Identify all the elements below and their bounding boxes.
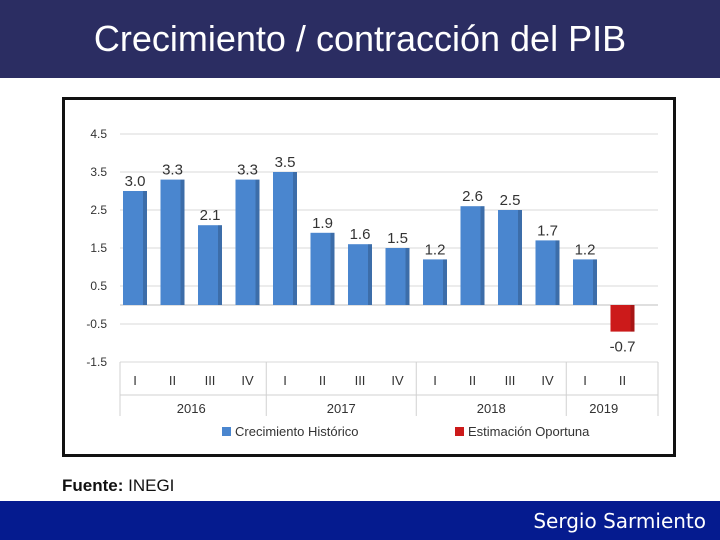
- bar: [348, 244, 372, 305]
- value-label: -0.7: [610, 339, 636, 356]
- bar: [573, 259, 597, 305]
- bar: [385, 248, 410, 305]
- year-label: 2016: [177, 401, 206, 416]
- bar-shade: [180, 179, 185, 305]
- value-label: 1.7: [537, 222, 558, 239]
- x-tick-label: II: [169, 373, 176, 388]
- source-label: Fuente:: [62, 476, 124, 495]
- bar: [160, 179, 185, 305]
- bar: [273, 172, 297, 305]
- bar: [123, 191, 147, 305]
- year-label: 2019: [589, 401, 618, 416]
- y-tick-label: -1.5: [86, 355, 107, 369]
- x-tick-label: II: [469, 373, 476, 388]
- value-label: 3.3: [237, 162, 258, 179]
- value-label: 1.2: [425, 241, 446, 258]
- legend-label: Crecimiento Histórico: [235, 424, 359, 439]
- bar: [535, 240, 560, 305]
- value-label: 1.2: [575, 241, 596, 258]
- value-label: 1.5: [387, 230, 408, 247]
- bar-shade: [293, 172, 297, 305]
- x-tick-label: I: [433, 373, 437, 388]
- bar: [235, 179, 260, 305]
- y-tick-label: -0.5: [86, 317, 107, 331]
- bar-shade: [443, 259, 447, 305]
- x-tick-label: IV: [541, 373, 554, 388]
- bar-shade: [480, 206, 485, 305]
- year-label: 2017: [327, 401, 356, 416]
- bar: [460, 206, 485, 305]
- footer-bar: Sergio Sarmiento: [0, 501, 720, 540]
- bar: [498, 210, 522, 305]
- year-label: 2018: [477, 401, 506, 416]
- value-label: 2.6: [462, 188, 483, 205]
- bar: [310, 232, 335, 305]
- x-tick-label: IV: [391, 373, 404, 388]
- legend-swatch: [222, 427, 231, 436]
- page-title: Crecimiento / contracción del PIB: [93, 18, 627, 59]
- bar-shade: [330, 232, 335, 305]
- value-label: 2.1: [200, 207, 221, 224]
- x-tick-label: I: [283, 373, 287, 388]
- value-label: 3.0: [125, 173, 146, 190]
- legend-swatch: [455, 427, 464, 436]
- bar-shade: [218, 225, 222, 305]
- y-tick-label: 1.5: [90, 241, 107, 255]
- x-tick-label: III: [205, 373, 216, 388]
- legend-label: Estimación Oportuna: [468, 424, 590, 439]
- y-tick-label: 2.5: [90, 203, 107, 217]
- bar: [610, 305, 635, 332]
- x-tick-label: II: [319, 373, 326, 388]
- bar-shade: [405, 248, 410, 305]
- bar-shade: [593, 259, 597, 305]
- bar-shade: [518, 210, 522, 305]
- x-tick-label: I: [583, 373, 587, 388]
- x-tick-label: II: [619, 373, 626, 388]
- value-label: 3.3: [162, 162, 183, 179]
- value-label: 3.5: [275, 154, 296, 171]
- value-label: 1.9: [312, 215, 333, 232]
- bar: [198, 225, 222, 305]
- chart-frame: 4.5 3.5 2.5 1.5 0.5 -0.5 -1.5 3.0 3.3 2.1 3.3 3.5 1.…: [62, 97, 676, 457]
- bar-shade: [368, 244, 372, 305]
- value-label: 2.5: [500, 192, 521, 209]
- title-bar: Crecimiento / contracción del PIB: [0, 0, 720, 78]
- bar-shade: [630, 305, 635, 332]
- bar: [423, 259, 447, 305]
- value-label: 1.6: [350, 226, 371, 243]
- gdp-bar-chart: 4.5 3.5 2.5 1.5 0.5 -0.5 -1.5 3.0 3.3 2.1 3.3 3.5 1.…: [86, 127, 659, 439]
- bar-shade: [555, 240, 560, 305]
- source-value: INEGI: [128, 476, 175, 495]
- x-tick-label: I: [133, 373, 137, 388]
- bar-shade: [255, 179, 260, 305]
- x-tick-label: IV: [241, 373, 254, 388]
- x-tick-label: III: [505, 373, 516, 388]
- y-tick-label: 0.5: [90, 279, 107, 293]
- author-name: Sergio Sarmiento: [533, 509, 706, 533]
- bar-shade: [143, 191, 147, 305]
- source-note: Fuente: INEGI: [62, 476, 174, 496]
- x-tick-label: III: [355, 373, 366, 388]
- y-tick-label: 3.5: [90, 165, 107, 179]
- y-tick-label: 4.5: [90, 127, 107, 141]
